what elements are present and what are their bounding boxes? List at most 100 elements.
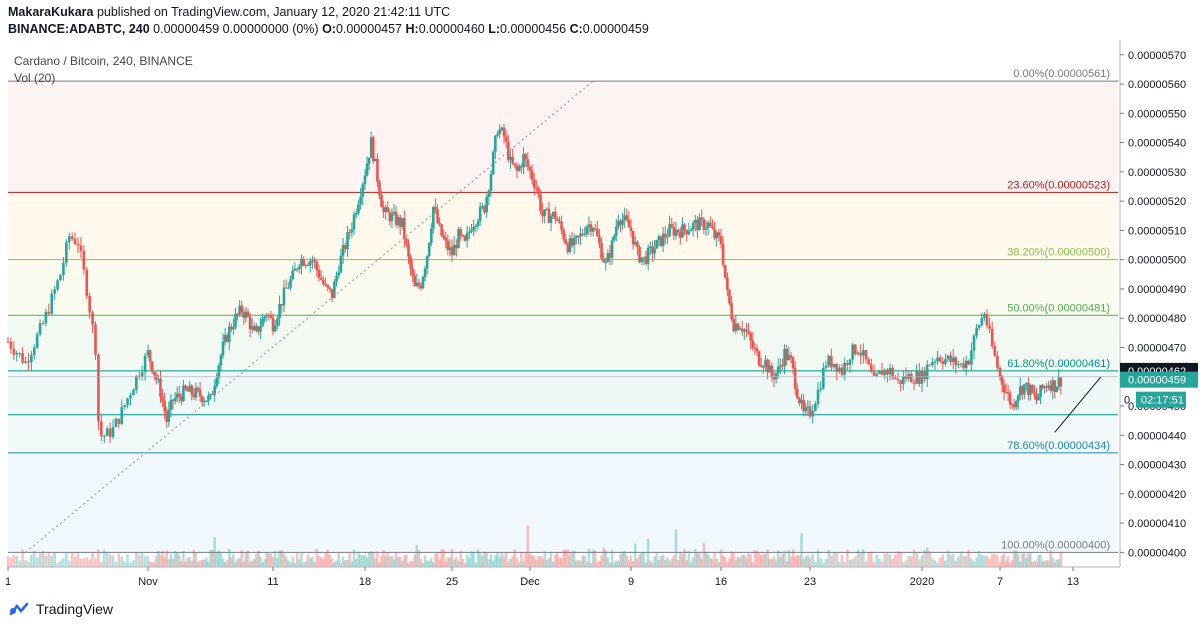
candle-body	[32, 347, 36, 355]
candle-body	[648, 246, 652, 248]
volume-bar	[6, 556, 10, 567]
chart-frame[interactable]: 0.00%(0.00000561) 23.60%(0.00000523) 38.20…	[0, 40, 1200, 596]
volume-bar	[532, 555, 536, 567]
volume-bar	[856, 549, 860, 567]
candle-body	[629, 227, 633, 231]
volume-bar	[556, 552, 559, 567]
volume-bar	[474, 562, 478, 567]
volume-bar	[655, 552, 659, 567]
volume-bar	[770, 558, 774, 567]
volume-bar	[234, 561, 237, 567]
volume-bar	[386, 552, 390, 567]
candle-body	[711, 226, 714, 229]
candle-body	[753, 347, 757, 349]
candle-body	[872, 371, 876, 376]
candle-body	[734, 323, 738, 332]
candle-body	[284, 287, 288, 289]
candle-body	[97, 354, 100, 422]
candle-body	[324, 284, 327, 286]
candle-body	[85, 269, 89, 296]
volume-bar	[967, 549, 971, 567]
volume-bar	[535, 559, 538, 567]
price-change: 0.00000459 0.00000000 (0%)	[153, 22, 319, 36]
candle-body	[793, 368, 797, 389]
candle-body	[354, 212, 358, 215]
candlestick-chart[interactable]: 0.00%(0.00000561) 23.60%(0.00000523) 38.20…	[0, 40, 1200, 596]
candle-body	[489, 173, 493, 191]
candle-body	[438, 222, 441, 225]
volume-bar	[114, 562, 118, 567]
candle-body	[681, 224, 684, 238]
volume-bar	[570, 551, 574, 567]
candle-body	[883, 369, 886, 375]
volume-bar	[105, 551, 109, 567]
candle-body	[1010, 404, 1014, 406]
candle-body	[814, 403, 817, 411]
volume-bar	[367, 552, 371, 567]
volume-bar	[549, 551, 553, 567]
candle-body	[904, 375, 908, 379]
volume-bar	[685, 560, 689, 567]
candle-body	[308, 260, 312, 266]
candle-body	[108, 428, 112, 437]
candle-body	[53, 289, 56, 294]
volume-bar	[91, 552, 94, 567]
candle-body	[511, 156, 514, 164]
candle-body	[282, 287, 286, 306]
candle-body	[293, 268, 297, 271]
volume-bar	[789, 556, 793, 567]
volume-bar	[111, 555, 115, 567]
candle-body	[736, 323, 740, 330]
candle-body	[396, 217, 400, 225]
volume-bar	[308, 558, 312, 567]
volume-bar	[405, 554, 408, 567]
candle-body	[129, 395, 132, 399]
volume-bar	[1014, 550, 1018, 567]
candle-body	[24, 361, 27, 363]
volume-bar	[317, 555, 321, 567]
candle-body	[27, 361, 30, 363]
candle-body	[526, 159, 530, 167]
candle-body	[41, 323, 45, 325]
candle-body	[9, 341, 13, 349]
volume-bar	[384, 556, 388, 567]
volume-bar	[951, 553, 955, 567]
candle-body	[405, 238, 408, 245]
volume-bar	[396, 557, 400, 567]
volume-bar	[335, 560, 338, 567]
candle-body	[535, 187, 538, 189]
volume-bar	[47, 552, 51, 567]
fib-level-label: 38.20%(0.00000500)	[1007, 247, 1110, 259]
volume-bar	[177, 554, 181, 567]
candle-body	[1059, 377, 1063, 387]
candle-body	[207, 395, 210, 401]
candle-body	[824, 365, 828, 368]
volume-bar	[261, 562, 264, 567]
volume-bar	[517, 562, 521, 567]
candle-body	[619, 221, 622, 225]
volume-bar	[1012, 550, 1016, 567]
volume-bar	[949, 554, 952, 567]
candle-body	[411, 268, 414, 276]
time-tick-label: 1	[5, 576, 11, 588]
candle-body	[1033, 392, 1036, 395]
candle-body	[766, 359, 769, 373]
volume-bar	[365, 557, 369, 567]
candle-body	[719, 236, 723, 245]
volume-bar	[94, 558, 97, 567]
volume-bar	[537, 555, 540, 567]
candle-body	[73, 238, 77, 245]
candle-body	[423, 268, 427, 278]
candle-body	[983, 314, 986, 318]
candle-body	[670, 224, 674, 227]
volume-bar	[1049, 549, 1052, 567]
close-price-tag	[1120, 371, 1198, 388]
volume-bar	[783, 550, 786, 567]
candle-body	[509, 156, 512, 161]
volume-bar	[838, 561, 841, 567]
candle-body	[1043, 386, 1046, 388]
volume-bar	[278, 550, 281, 567]
volume-bar	[606, 557, 610, 567]
volume-bar	[920, 555, 924, 567]
fib-zone	[8, 414, 1118, 453]
